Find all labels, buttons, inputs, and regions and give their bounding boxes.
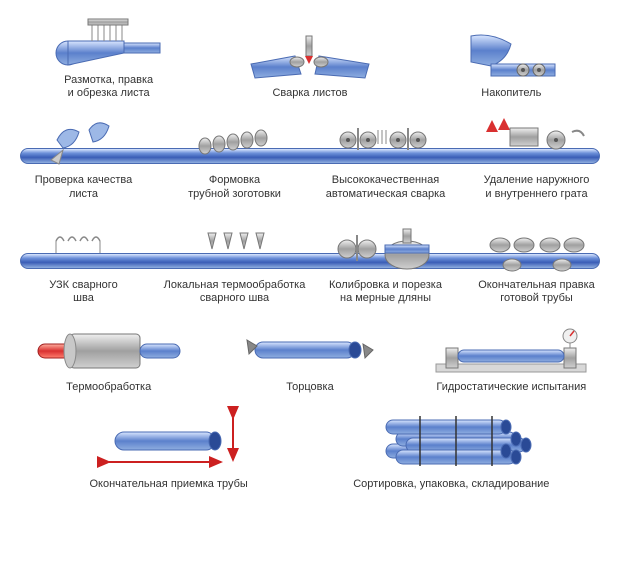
row-3-pipe <box>10 215 610 273</box>
sort-pack-label: Сортировка, упаковка, складирование <box>353 478 549 491</box>
step-accumulator: Накопитель <box>413 25 610 100</box>
form-rollers-icon <box>160 110 310 168</box>
final-straight-label: Окончательная правка готовой трубы <box>463 279 610 305</box>
sheet-weld-icon <box>211 25 408 83</box>
step-facing: Торцовка <box>211 319 408 394</box>
accumulator-label: Накопитель <box>481 87 541 100</box>
thermo-icon <box>10 319 207 377</box>
coil-flatten-icon <box>10 12 207 70</box>
row-4: Термообработка Торцовка Гидростат <box>10 319 610 394</box>
uzk-label: УЗК сварного шва <box>10 279 157 305</box>
step-sort-pack: Сортировка, упаковка, складирование <box>331 404 571 491</box>
thermo-label: Термообработка <box>66 381 151 394</box>
deburr-icon <box>460 110 610 168</box>
leaf-check-icon <box>10 110 160 168</box>
row-1: Размотка, правка и обрезка листа Сварка … <box>10 12 610 100</box>
step-thermo: Термообработка <box>10 319 207 394</box>
row-3-labels: УЗК сварного шва Локальная термообработк… <box>10 275 610 305</box>
measure-pipe-icon <box>49 404 289 474</box>
step-sheet-weld: Сварка листов <box>211 25 408 100</box>
facing-label: Торцовка <box>286 381 333 394</box>
step-uncoil: Размотка, правка и обрезка листа <box>10 12 207 100</box>
weld-rollers-icon <box>310 110 460 168</box>
uncoil-label: Размотка, правка и обрезка листа <box>64 74 153 100</box>
auto-weld-label: Высококачественная автоматическая сварка <box>312 174 459 200</box>
bundle-icon <box>331 404 571 474</box>
row-2-labels: Проверка качества листа Формовка трубной… <box>10 170 610 200</box>
row-5: Окончательная приемка трубы <box>10 404 610 491</box>
calibrate-cut-icon <box>310 215 460 273</box>
sheet-check-label: Проверка качества листа <box>10 174 157 200</box>
accumulator-icon <box>413 25 610 83</box>
deburr-label: Удаление наружного и внутреннего грата <box>463 174 610 200</box>
facing-icon <box>211 319 408 377</box>
local-heat-label: Локальная термообработка сварного шва <box>161 279 308 305</box>
step-hydro: Гидростатические испытания <box>413 319 610 394</box>
uzk-icon <box>10 215 160 273</box>
calibrate-label: Колибровка и порезка на мерные дляны <box>312 279 459 305</box>
sheet-weld-label: Сварка листов <box>272 87 347 100</box>
hydro-label: Гидростатические испытания <box>436 381 586 394</box>
row-2-pipe <box>10 110 610 168</box>
step-final-accept: Окончательная приемка трубы <box>49 404 289 491</box>
final-rollers-icon <box>460 215 610 273</box>
hydro-icon <box>413 319 610 377</box>
local-heat-icon <box>160 215 310 273</box>
final-accept-label: Окончательная приемка трубы <box>90 478 248 491</box>
forming-label: Формовка трубной зоготовки <box>161 174 308 200</box>
